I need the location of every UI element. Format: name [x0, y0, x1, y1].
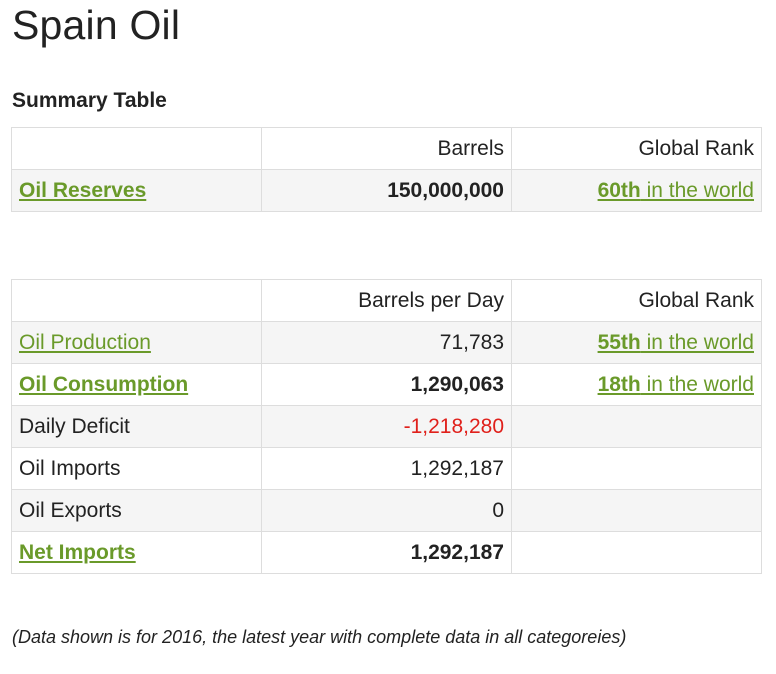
table-row-oil-consumption: Oil Consumption 1,290,063 18th in the wo…	[11, 363, 762, 406]
daily-deficit-value: -1,218,280	[261, 405, 512, 448]
empty-rank-cell	[511, 531, 762, 574]
footnote: (Data shown is for 2016, the latest year…	[12, 627, 627, 647]
oil-consumption-rank-link[interactable]: 18th in the world	[598, 373, 754, 396]
oil-reserves-rank-link[interactable]: 60th in the world	[598, 179, 754, 202]
table-row-oil-production: Oil Production 71,783 55th in the world	[11, 321, 762, 364]
header-cell-barrels: Barrels	[261, 127, 512, 170]
empty-rank-cell	[511, 489, 762, 532]
rank-suffix: in the world	[640, 178, 754, 202]
table-row-oil-exports: Oil Exports 0	[11, 489, 762, 532]
table-row-oil-reserves: Oil Reserves 150,000,000 60th in the wor…	[11, 169, 762, 212]
row-label-cell: Oil Consumption	[11, 363, 262, 406]
rank-ordinal: 55th	[597, 330, 641, 354]
production-table: Barrels per Day Global Rank Oil Producti…	[11, 279, 762, 574]
row-label-cell: Oil Production	[11, 321, 262, 364]
oil-consumption-value: 1,290,063	[261, 363, 512, 406]
reserves-table: Barrels Global Rank Oil Reserves 150,000…	[11, 127, 762, 212]
oil-imports-value: 1,292,187	[261, 447, 512, 490]
table-row-oil-imports: Oil Imports 1,292,187	[11, 447, 762, 490]
oil-exports-value: 0	[261, 489, 512, 532]
daily-deficit-label: Daily Deficit	[11, 405, 262, 448]
rank-ordinal: 18th	[597, 372, 641, 396]
net-imports-value: 1,292,187	[261, 531, 512, 574]
rank-suffix: in the world	[640, 372, 754, 396]
table-row-net-imports: Net Imports 1,292,187	[11, 531, 762, 574]
rank-suffix: in the world	[640, 330, 754, 354]
empty-rank-cell	[511, 447, 762, 490]
oil-reserves-link[interactable]: Oil Reserves	[19, 178, 147, 202]
header-cell-label	[11, 127, 262, 170]
header-cell-rank: Global Rank	[511, 127, 762, 170]
oil-consumption-link[interactable]: Oil Consumption	[19, 372, 189, 396]
oil-production-link[interactable]: Oil Production	[19, 330, 151, 354]
header-cell-label	[11, 279, 262, 322]
table-header-row: Barrels per Day Global Rank	[11, 279, 762, 322]
row-label-cell: Net Imports	[11, 531, 262, 574]
oil-reserves-value: 150,000,000	[261, 169, 512, 212]
table-header-row: Barrels Global Rank	[11, 127, 762, 170]
oil-production-rank-link[interactable]: 55th in the world	[598, 331, 754, 354]
oil-exports-label: Oil Exports	[11, 489, 262, 532]
rank-ordinal: 60th	[597, 178, 641, 202]
empty-rank-cell	[511, 405, 762, 448]
header-cell-rank: Global Rank	[511, 279, 762, 322]
oil-production-value: 71,783	[261, 321, 512, 364]
rank-cell: 60th in the world	[511, 169, 762, 212]
page-title: Spain Oil	[12, 2, 181, 48]
summary-heading: Summary Table	[12, 89, 167, 112]
row-label-cell: Oil Reserves	[11, 169, 262, 212]
net-imports-link[interactable]: Net Imports	[19, 540, 136, 564]
rank-cell: 55th in the world	[511, 321, 762, 364]
oil-imports-label: Oil Imports	[11, 447, 262, 490]
header-cell-barrels-per-day: Barrels per Day	[261, 279, 512, 322]
rank-cell: 18th in the world	[511, 363, 762, 406]
table-row-daily-deficit: Daily Deficit -1,218,280	[11, 405, 762, 448]
